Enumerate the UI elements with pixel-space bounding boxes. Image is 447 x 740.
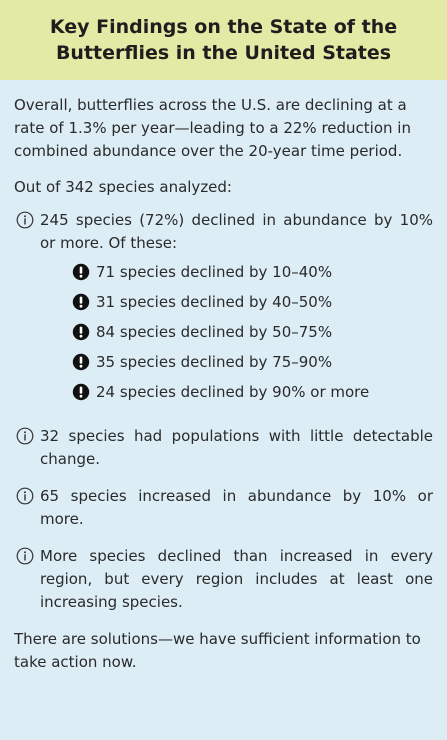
- subfinding-text: 31 species declined by 40–50%: [96, 293, 333, 311]
- finding-body: 245 species (72%) declined in abundance …: [40, 209, 433, 411]
- finding-text: 32 species had populations with little d…: [40, 427, 433, 468]
- finding: 245 species (72%) declined in abundance …: [14, 209, 433, 411]
- finding: 65 species increased in abundance by 10%…: [14, 485, 433, 531]
- alert-icon: [72, 383, 90, 401]
- alert-icon: [72, 263, 90, 281]
- alert-icon: [72, 323, 90, 341]
- subfinding: 24 species declined by 90% or more: [70, 381, 433, 404]
- info-icon: [16, 487, 34, 505]
- finding-text: 245 species (72%) declined in abundance …: [40, 211, 433, 252]
- lead: Out of 342 species analyzed:: [14, 178, 232, 196]
- finding-text: More species declined than increased in …: [40, 547, 433, 611]
- subfinding-text: 24 species declined by 90% or more: [96, 383, 370, 401]
- subfinding: 71 species declined by 10–40%: [70, 261, 433, 284]
- content: Overall, butterflies across the U.S. are…: [0, 80, 447, 674]
- title: Key Findings on the State of the Butterf…: [49, 16, 398, 64]
- finding-body: More species declined than increased in …: [40, 545, 433, 614]
- finding: 32 species had populations with little d…: [14, 425, 433, 471]
- subfinding: 31 species declined by 40–50%: [70, 291, 433, 314]
- finding-text: 65 species increased in abundance by 10%…: [40, 487, 433, 528]
- subfinding-text: 84 species declined by 50–75%: [96, 323, 333, 341]
- closing: There are solutions—we have sufficient i…: [14, 630, 421, 671]
- info-icon: [16, 547, 34, 565]
- subfinding-text: 35 species declined by 75–90%: [96, 353, 333, 371]
- alert-icon: [72, 293, 90, 311]
- subfinding: 84 species declined by 50–75%: [70, 321, 433, 344]
- info-icon: [16, 427, 34, 445]
- item-list: 245 species (72%) declined in abundance …: [14, 209, 433, 614]
- finding-body: 65 species increased in abundance by 10%…: [40, 485, 433, 531]
- header: Key Findings on the State of the Butterf…: [0, 0, 447, 80]
- finding-body: 32 species had populations with little d…: [40, 425, 433, 471]
- alert-icon: [72, 353, 90, 371]
- info-icon: [16, 211, 34, 229]
- intro: Overall, butterflies across the U.S. are…: [14, 96, 411, 160]
- subfinding: 35 species declined by 75–90%: [70, 351, 433, 374]
- subfinding-list: 71 species declined by 10–40% 31 species …: [40, 261, 433, 404]
- subfinding-text: 71 species declined by 10–40%: [96, 263, 333, 281]
- finding: More species declined than increased in …: [14, 545, 433, 614]
